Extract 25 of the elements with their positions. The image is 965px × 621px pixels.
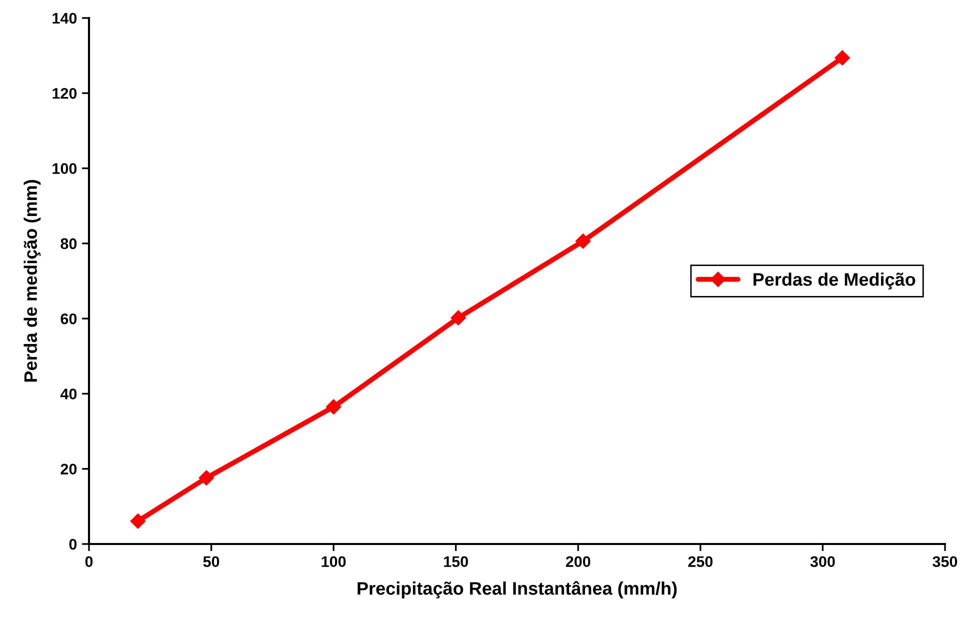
point — [575, 234, 591, 249]
x-tick-label: 250 — [688, 556, 713, 568]
y-tick-label: 20 — [60, 464, 77, 475]
point — [130, 514, 146, 529]
x-tick-label: 200 — [566, 556, 590, 568]
y-tick-label: 60 — [60, 313, 77, 324]
x-tick-label: 0 — [85, 556, 93, 568]
point — [198, 470, 214, 486]
x-tick-label: 350 — [932, 556, 958, 568]
x-tick-label: 300 — [810, 556, 835, 568]
point — [834, 50, 850, 66]
y-tick-label: 0 — [69, 538, 77, 550]
y-axis-title: Perda de medição (mm) — [24, 180, 41, 382]
x-tick-label: 150 — [444, 556, 468, 568]
point — [450, 310, 466, 326]
legend-label: Perdas de Medição — [754, 272, 916, 290]
x-tick-label: 50 — [203, 556, 220, 568]
y-tick-label: 140 — [52, 12, 77, 24]
y-tick-label: 80 — [60, 238, 77, 250]
x-tick-label: 100 — [322, 556, 346, 568]
y-tick-label: 120 — [52, 88, 77, 99]
x-axis-title: Precipitação Real Instantânea (mm/h) — [358, 581, 677, 598]
point — [326, 399, 342, 414]
y-tick-label: 100 — [52, 163, 77, 174]
y-tick-label: 40 — [60, 388, 77, 400]
